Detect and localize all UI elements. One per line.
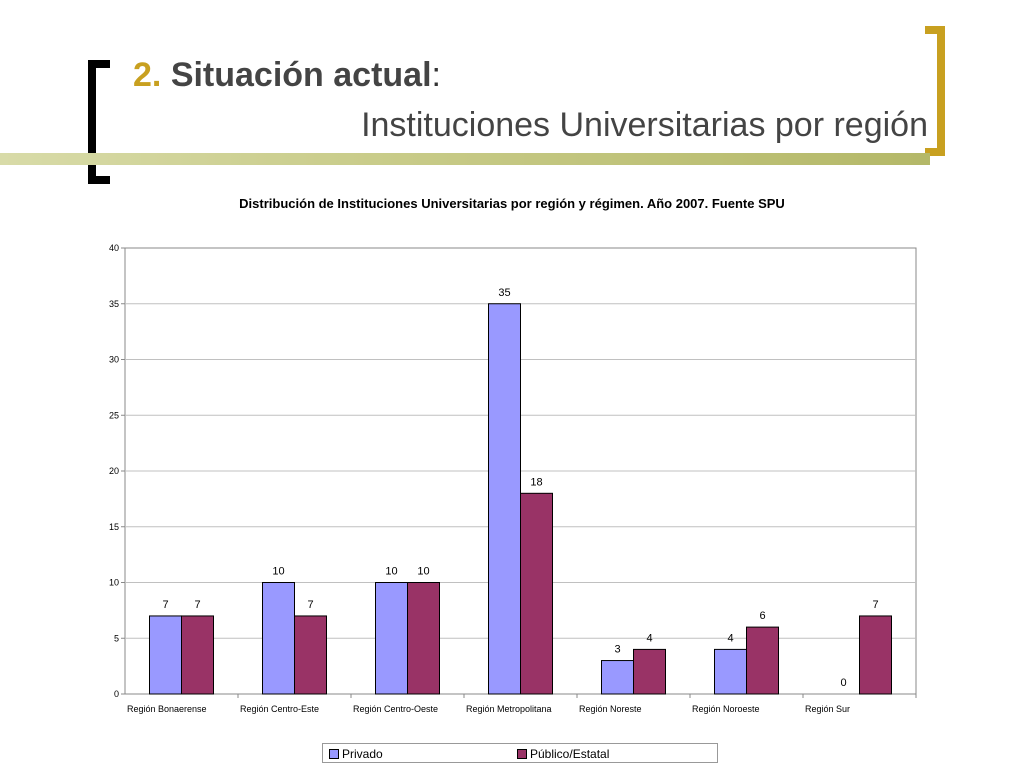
data-label: 7 bbox=[872, 599, 878, 611]
y-tick-label: 40 bbox=[109, 243, 119, 253]
bar bbox=[601, 660, 634, 695]
bar bbox=[294, 615, 327, 695]
data-label: 10 bbox=[272, 566, 284, 578]
x-category-label: Región Sur bbox=[805, 704, 850, 714]
bar bbox=[746, 626, 779, 695]
x-category-label: Región Noroeste bbox=[692, 704, 760, 714]
legend-label-publico: Público/Estatal bbox=[530, 747, 610, 761]
y-tick-label: 35 bbox=[109, 299, 119, 309]
bar bbox=[375, 582, 408, 695]
header-stripe bbox=[0, 153, 930, 165]
y-tick-label: 10 bbox=[109, 578, 119, 588]
bar bbox=[181, 615, 214, 695]
data-label: 10 bbox=[385, 566, 397, 578]
bar bbox=[859, 615, 892, 695]
data-label: 10 bbox=[417, 566, 429, 578]
bar bbox=[633, 648, 666, 695]
x-category-label: Región Centro-Oeste bbox=[353, 704, 438, 714]
right-bracket-decoration bbox=[925, 26, 945, 156]
slide-number: 2. bbox=[133, 56, 162, 94]
bar bbox=[488, 303, 521, 695]
x-category-label: Región Metropolitana bbox=[466, 704, 552, 714]
data-label: 3 bbox=[614, 644, 620, 656]
bar bbox=[520, 492, 553, 695]
bar bbox=[407, 582, 440, 695]
y-tick-label: 0 bbox=[114, 689, 119, 699]
y-tick-label: 25 bbox=[109, 410, 119, 420]
slide-title-colon: : bbox=[431, 56, 441, 94]
chart-title: Distribución de Instituciones Universita… bbox=[239, 196, 785, 211]
slide-title: 2. Situación actual: bbox=[133, 56, 441, 95]
legend-swatch-privado bbox=[329, 749, 339, 759]
y-tick-label: 5 bbox=[114, 633, 119, 643]
legend-item-privado: Privado bbox=[329, 747, 383, 761]
slide-title-text: Situación actual bbox=[170, 56, 432, 94]
data-label: 6 bbox=[759, 610, 765, 622]
y-tick-label: 15 bbox=[109, 522, 119, 532]
x-category-label: Región Bonaerense bbox=[127, 704, 207, 714]
legend-swatch-publico bbox=[517, 749, 527, 759]
x-category-label: Región Noreste bbox=[579, 704, 642, 714]
data-label: 18 bbox=[530, 476, 542, 488]
data-label: 7 bbox=[307, 599, 313, 611]
bar bbox=[149, 615, 182, 695]
data-label: 4 bbox=[646, 632, 652, 644]
chart-legend: Privado Público/Estatal bbox=[322, 743, 718, 763]
legend-item-publico: Público/Estatal bbox=[517, 747, 609, 761]
data-label: 7 bbox=[162, 599, 168, 611]
data-label: 4 bbox=[727, 632, 733, 644]
data-label: 7 bbox=[194, 599, 200, 611]
left-bracket-decoration bbox=[88, 60, 110, 184]
legend-label-privado: Privado bbox=[342, 747, 383, 761]
data-label: 0 bbox=[840, 677, 846, 689]
y-tick-label: 30 bbox=[109, 355, 119, 365]
bar bbox=[262, 582, 295, 695]
data-label: 35 bbox=[498, 287, 510, 299]
slide-subtitle: Instituciones Universitarias por región bbox=[361, 106, 928, 144]
y-tick-label: 20 bbox=[109, 466, 119, 476]
bar bbox=[714, 648, 747, 695]
x-category-label: Región Centro-Este bbox=[240, 704, 319, 714]
